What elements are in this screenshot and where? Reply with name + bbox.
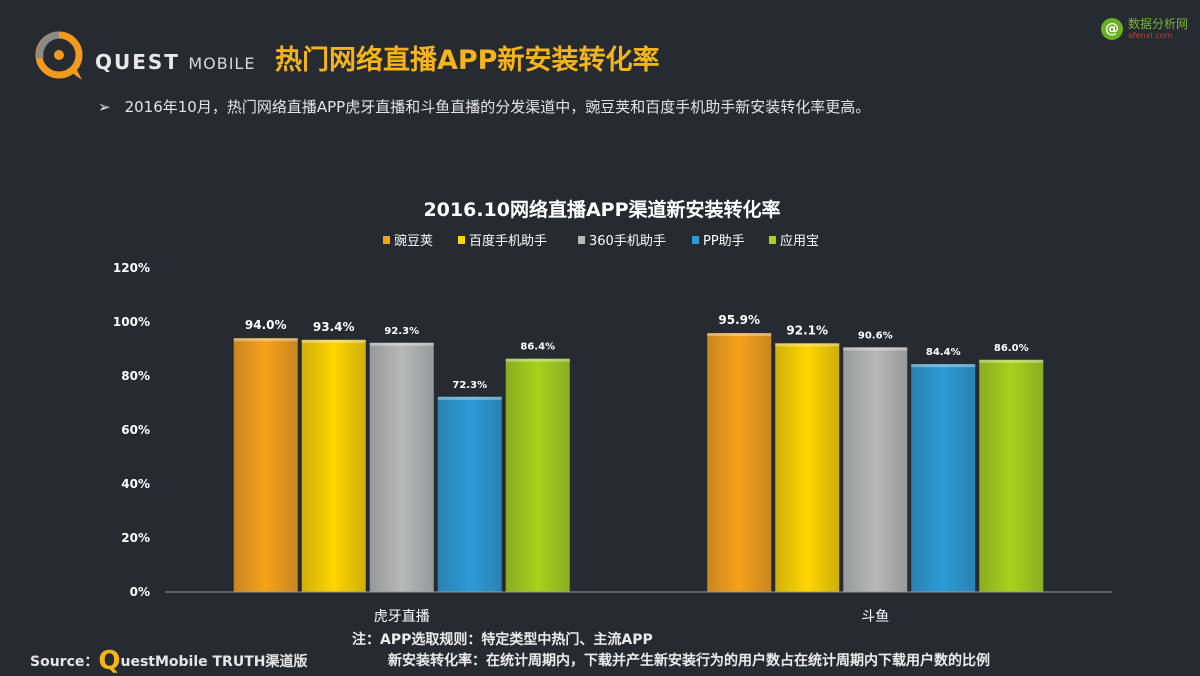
- bar: [843, 347, 908, 592]
- y-tick-label: 20%: [121, 531, 150, 545]
- questmobile-logo: [35, 31, 83, 80]
- y-tick-label: 100%: [113, 315, 150, 329]
- watermark-sub: afenxi.com: [1127, 31, 1173, 40]
- watermark: @ 数据分析网 afenxi.com: [1100, 17, 1188, 40]
- legend-swatch: [692, 236, 699, 244]
- bar-highlight: [301, 339, 366, 343]
- data-label: 92.1%: [786, 323, 828, 337]
- y-axis: 0% 20% 40% 60% 80% 100% 120%: [113, 261, 150, 599]
- bar: [301, 339, 366, 592]
- bar-highlight: [505, 358, 570, 362]
- legend-swatch: [769, 236, 776, 244]
- y-tick-label: 60%: [121, 423, 150, 437]
- legend-label: PP助手: [703, 234, 745, 249]
- bar: [707, 333, 772, 592]
- y-tick-label: 120%: [113, 261, 150, 275]
- legend-label: 应用宝: [780, 233, 819, 249]
- y-tick-label: 0%: [130, 585, 150, 599]
- legend-label: 百度手机助手: [469, 233, 547, 249]
- watermark-icon: @: [1100, 18, 1123, 40]
- page-title: 热门网络直播APP新安装转化率: [275, 45, 660, 76]
- arrow-bullet-icon: ➢: [98, 98, 111, 116]
- legend-label: 豌豆荚: [394, 233, 433, 249]
- y-tick-label: 80%: [121, 369, 150, 383]
- bar-highlight: [911, 364, 976, 368]
- bar-highlight: [979, 359, 1044, 363]
- bars: 94.0% 93.4% 92.3% 72.3% 86.4% 95.9% 92.1% 90.6%…: [233, 313, 1044, 592]
- x-axis: 虎牙直播 斗鱼: [165, 591, 1112, 625]
- bar-highlight: [707, 333, 772, 337]
- bar-highlight: [843, 347, 908, 351]
- bar: [505, 358, 570, 592]
- x-tick-label: 斗鱼: [861, 608, 889, 625]
- x-tick-label: 虎牙直播: [374, 608, 430, 625]
- source-q: Q: [98, 646, 121, 676]
- bar: [233, 338, 298, 592]
- brand-mobile: MOBILE: [188, 54, 256, 73]
- data-label: 95.9%: [718, 313, 760, 327]
- footnote: 注：APP选取规则：特定类型中热门、主流APP 新安装转化率：在统计周期内，下载…: [352, 630, 990, 672]
- source-label: Source：: [30, 654, 99, 670]
- bar: [369, 342, 434, 592]
- y-tick-label: 40%: [121, 477, 150, 491]
- bar-chart: 2016.10网络直播APP渠道新安装转化率 豌豆荚 百度手机助手 360手机助手 P…: [113, 198, 1112, 625]
- data-label: 72.3%: [452, 380, 487, 391]
- bar: [437, 396, 502, 592]
- chart-title: 2016.10网络直播APP渠道新安装转化率: [423, 198, 780, 221]
- bar: [775, 343, 840, 592]
- brand-name: QUEST MOBILE: [95, 50, 255, 74]
- legend-swatch: [578, 236, 585, 244]
- bar-highlight: [437, 396, 502, 400]
- note-line-1: 注：APP选取规则：特定类型中热门、主流APP: [352, 632, 653, 648]
- bar-highlight: [369, 342, 434, 346]
- bar-highlight: [775, 343, 840, 347]
- data-label: 92.3%: [384, 326, 419, 337]
- source-name: uestMobile TRUTH渠道版: [120, 654, 308, 670]
- bar-highlight: [233, 338, 298, 342]
- bullet-point: ➢ 2016年10月，热门网络直播APP虎牙直播和斗鱼直播的分发渠道中，豌豆荚和百…: [98, 96, 870, 117]
- source-line: Source：QuestMobile TRUTH渠道版: [30, 646, 307, 676]
- legend-swatch: [458, 236, 465, 244]
- legend-label: 360手机助手: [589, 234, 666, 249]
- data-label: 93.4%: [313, 320, 355, 334]
- data-label: 90.6%: [858, 330, 893, 341]
- bullet-text: 2016年10月，热门网络直播APP虎牙直播和斗鱼直播的分发渠道中，豌豆荚和百度…: [124, 98, 871, 116]
- chart-legend: 豌豆荚 百度手机助手 360手机助手 PP助手 应用宝: [383, 233, 819, 249]
- brand-quest: QUEST: [95, 50, 180, 74]
- data-label: 86.0%: [994, 343, 1029, 354]
- note-line-2: 新安装转化率：在统计周期内，下载并产生新安装行为的用户数占在统计周期内下载用户数…: [388, 653, 990, 669]
- bar: [911, 364, 976, 592]
- legend-swatch: [383, 236, 390, 244]
- data-label: 84.4%: [926, 347, 961, 358]
- bar: [979, 359, 1044, 592]
- watermark-text: 数据分析网: [1127, 17, 1188, 31]
- data-label: 86.4%: [520, 342, 555, 353]
- data-label: 94.0%: [245, 318, 287, 332]
